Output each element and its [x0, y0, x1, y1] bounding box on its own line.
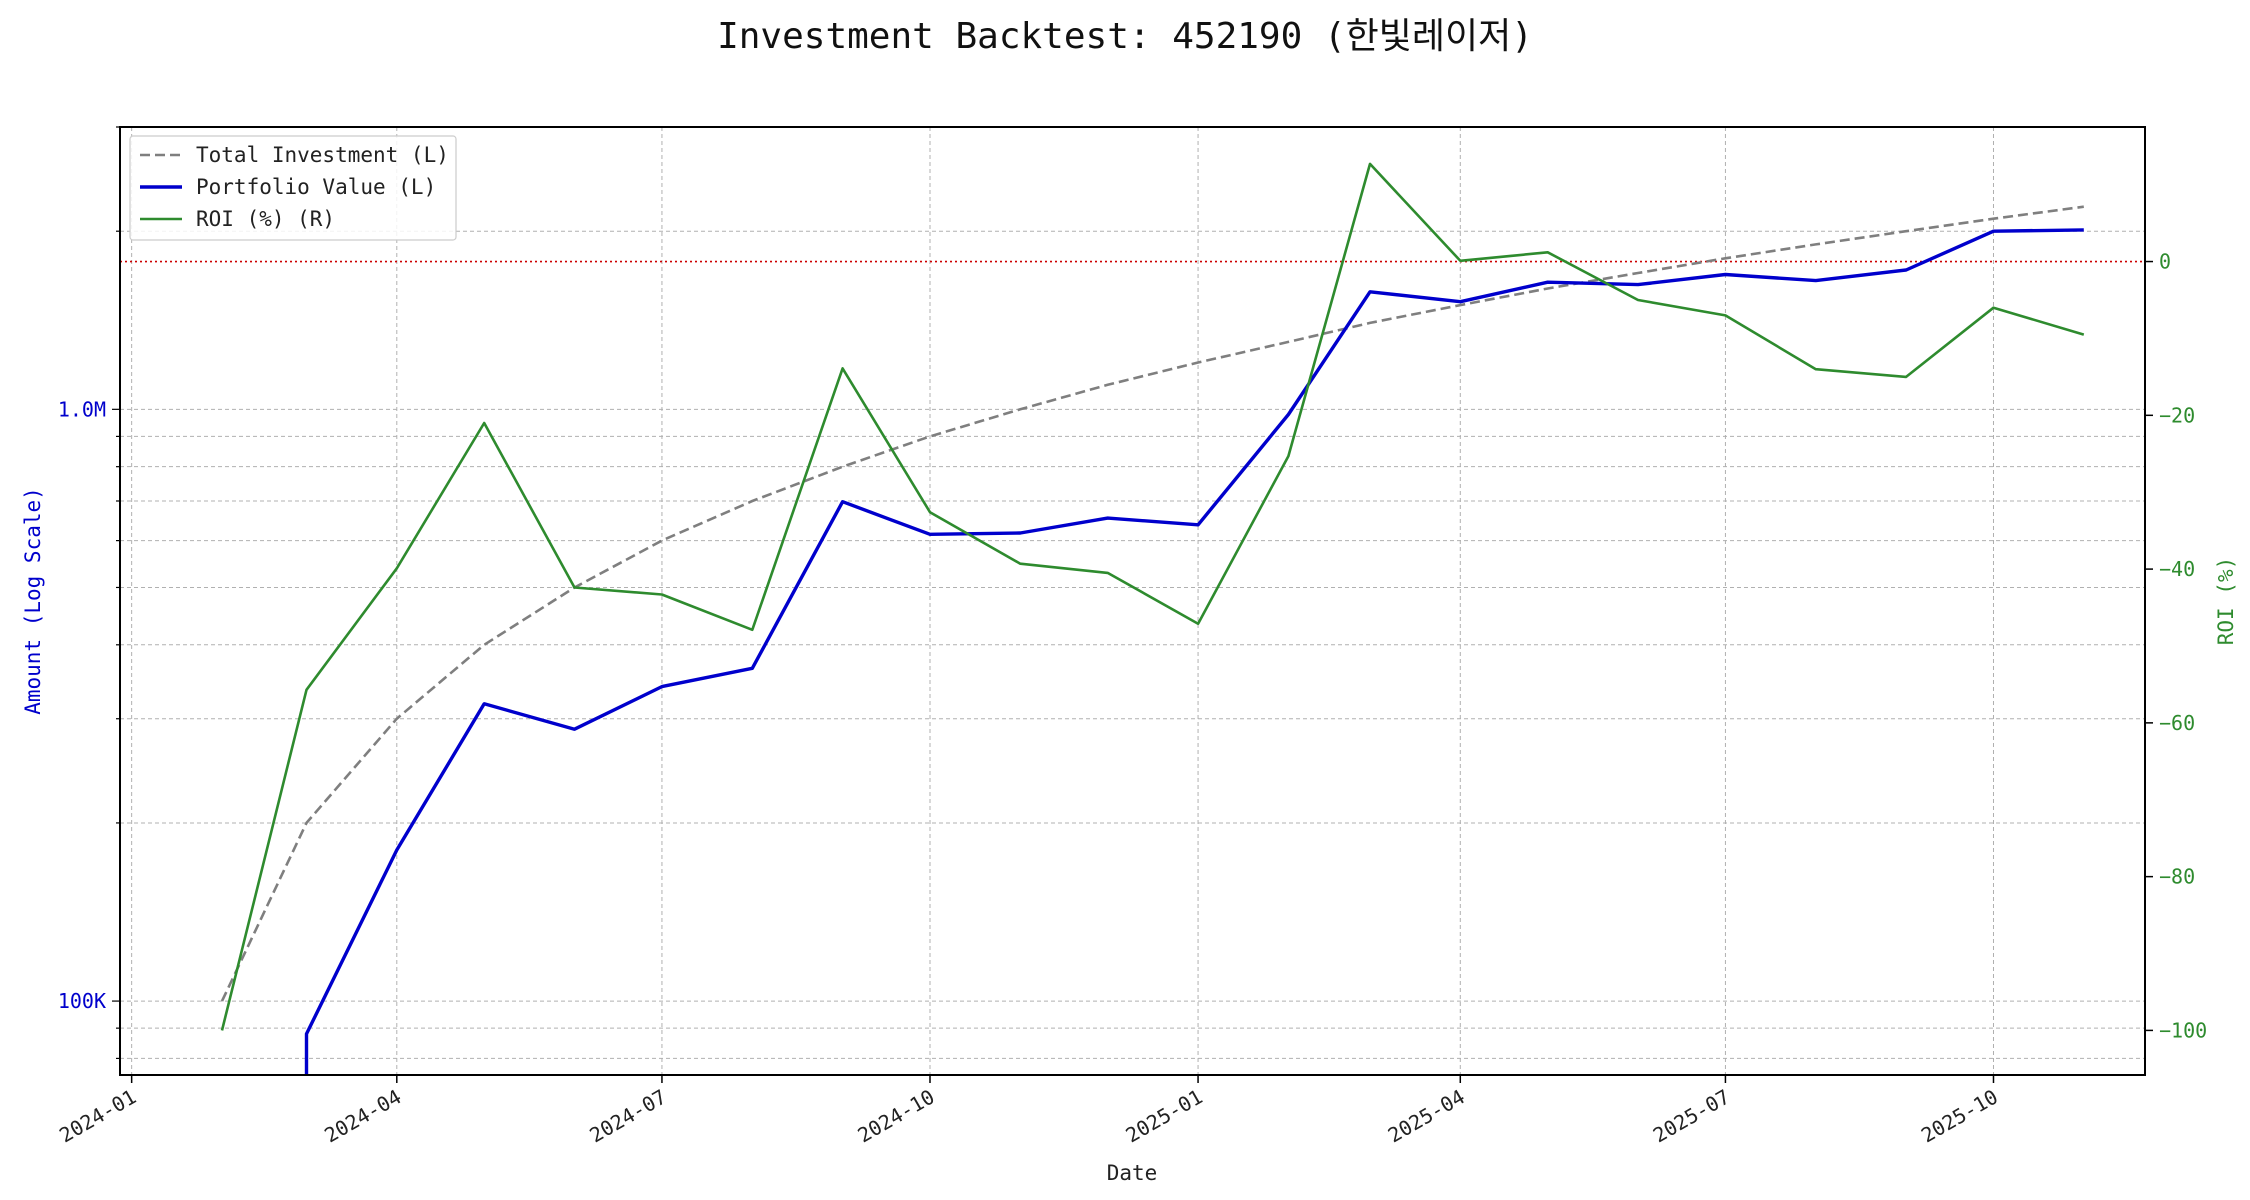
grid — [120, 126, 2145, 1075]
legend-box — [129, 135, 457, 241]
x-tick-label: 2024-01 — [55, 1085, 140, 1148]
legend-label-total-investment-l: Total Investment (L) — [196, 143, 449, 167]
x-tick-label: 2025-07 — [1649, 1085, 1734, 1148]
axis-ticks: 2024-01 2024-04 2024-07 2024-10 2025-01 2025-… — [55, 126, 2207, 1148]
plot-frame — [119, 126, 2146, 1076]
x-tick-label: 2025-04 — [1384, 1085, 1469, 1148]
legend: Total Investment (L) Portfolio Value (L) R… — [129, 135, 457, 241]
y-right-tick-label: −100 — [2159, 1018, 2207, 1042]
y-right-tick-label: 0 — [2159, 250, 2171, 274]
y-right-tick-label: −60 — [2159, 711, 2195, 735]
series-lines — [220, 162, 2085, 1075]
x-tick-label: 2024-04 — [320, 1085, 405, 1148]
y-right-tick-label: −40 — [2159, 557, 2195, 581]
x-axis-label: Date — [1107, 1161, 1158, 1185]
y-left-tick-label: 1.0M — [58, 397, 106, 421]
y-axis-right-label: ROI (%) — [2214, 557, 2238, 646]
chart-title: Investment Backtest: 452190 (한빛레이저) — [717, 16, 1533, 57]
x-tick-label: 2024-07 — [585, 1085, 670, 1148]
legend-label-roi-r: ROI (%) (R) — [196, 207, 335, 231]
legend-label-portfolio-value-l: Portfolio Value (L) — [196, 175, 436, 199]
y-right-tick-label: −80 — [2159, 865, 2195, 889]
y-axis-left-label: Amount (Log Scale) — [21, 487, 45, 715]
y-left-tick-label: 100K — [58, 989, 106, 1013]
x-tick-label: 2024-10 — [853, 1085, 938, 1148]
x-tick-label: 2025-10 — [1917, 1085, 2002, 1148]
series-line-portfolio-value-l — [304, 228, 2084, 1075]
series-line-roi-r — [220, 162, 2085, 1031]
x-tick-label: 2025-01 — [1122, 1085, 1207, 1148]
series-line-total-investment-l — [220, 205, 2084, 1002]
y-right-tick-label: −20 — [2159, 403, 2195, 427]
